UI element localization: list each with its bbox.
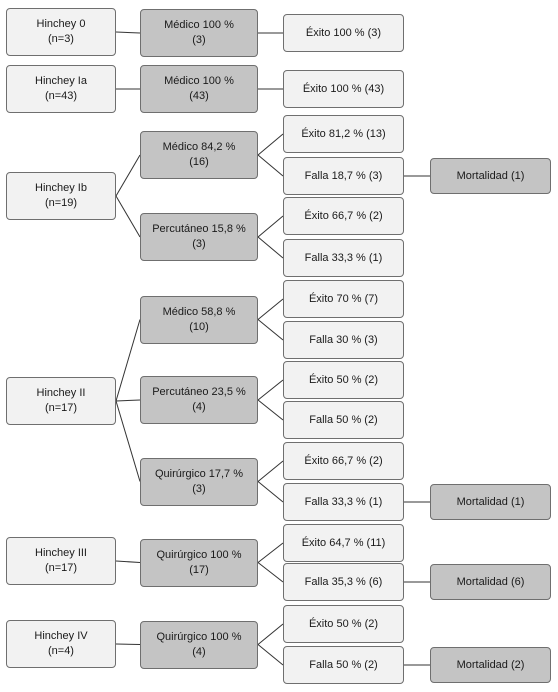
connector-line bbox=[115, 319, 141, 402]
outcome-box: Éxito 100 % (3) bbox=[283, 14, 404, 52]
connector-line bbox=[115, 31, 141, 34]
treatment-box: Médico 84,2 % (16) bbox=[140, 131, 258, 179]
connector-line bbox=[257, 623, 284, 645]
outcome-box: Éxito 81,2 % (13) bbox=[283, 115, 404, 153]
outcome-box: Falla 18,7 % (3) bbox=[283, 157, 404, 195]
outcome-box: Éxito 100 % (43) bbox=[283, 70, 404, 108]
group-box: Hinchey Ib (n=19) bbox=[6, 172, 116, 220]
outcome-box: Falla 35,3 % (6) bbox=[283, 563, 404, 601]
connector-line bbox=[257, 215, 284, 238]
connector-line bbox=[257, 236, 284, 259]
group-box: Hinchey II (n=17) bbox=[6, 377, 116, 425]
treatment-box: Percutáneo 23,5 % (4) bbox=[140, 376, 258, 424]
treatment-box: Médico 58,8 % (10) bbox=[140, 295, 258, 344]
mortality-box: Mortalidad (6) bbox=[430, 564, 551, 600]
mortality-box: Mortalidad (2) bbox=[430, 647, 551, 683]
outcome-box: Éxito 66,7 % (2) bbox=[283, 442, 404, 480]
group-box: Hinchey Ia (n=43) bbox=[6, 65, 116, 113]
connector-line bbox=[257, 154, 284, 177]
connector-line bbox=[257, 644, 284, 666]
outcome-box: Falla 33,3 % (1) bbox=[283, 483, 404, 521]
connector-line bbox=[257, 481, 284, 503]
outcome-box: Falla 30 % (3) bbox=[283, 321, 404, 359]
connector-line bbox=[257, 542, 284, 563]
connector-line bbox=[257, 298, 284, 320]
outcome-box: Falla 33,3 % (1) bbox=[283, 239, 404, 277]
outcome-box: Falla 50 % (2) bbox=[283, 646, 404, 684]
outcome-box: Éxito 50 % (2) bbox=[283, 605, 404, 643]
connector-line bbox=[115, 195, 141, 238]
group-box: Hinchey 0 (n=3) bbox=[6, 8, 116, 56]
connector-line bbox=[257, 399, 284, 421]
connector-line bbox=[257, 379, 284, 401]
outcome-box: Éxito 66,7 % (2) bbox=[283, 197, 404, 235]
outcome-box: Falla 50 % (2) bbox=[283, 401, 404, 439]
group-box: Hinchey IV (n=4) bbox=[6, 620, 116, 668]
connector-line bbox=[257, 319, 284, 341]
connector-line bbox=[257, 562, 284, 583]
outcome-box: Éxito 70 % (7) bbox=[283, 280, 404, 318]
connector-line bbox=[115, 560, 141, 563]
group-box: Hinchey III (n=17) bbox=[6, 537, 116, 585]
treatment-box: Médico 100 % (43) bbox=[140, 65, 258, 113]
treatment-box: Médico 100 % (3) bbox=[140, 9, 258, 57]
mortality-box: Mortalidad (1) bbox=[430, 484, 551, 520]
connector-line bbox=[115, 400, 141, 482]
treatment-box: Percutáneo 15,8 % (3) bbox=[140, 213, 258, 261]
connector-line bbox=[257, 133, 284, 156]
outcome-box: Éxito 64,7 % (11) bbox=[283, 524, 404, 562]
outcome-box: Éxito 50 % (2) bbox=[283, 361, 404, 399]
treatment-box: Quirúrgico 100 % (4) bbox=[140, 620, 258, 669]
treatment-box: Quirúrgico 100 % (17) bbox=[140, 538, 258, 587]
treatment-box: Quirúrgico 17,7 % (3) bbox=[140, 457, 258, 506]
connector-line bbox=[257, 460, 284, 482]
mortality-box: Mortalidad (1) bbox=[430, 158, 551, 194]
connector-line bbox=[115, 399, 141, 402]
connector-line bbox=[115, 154, 141, 197]
connector-line bbox=[115, 643, 141, 645]
